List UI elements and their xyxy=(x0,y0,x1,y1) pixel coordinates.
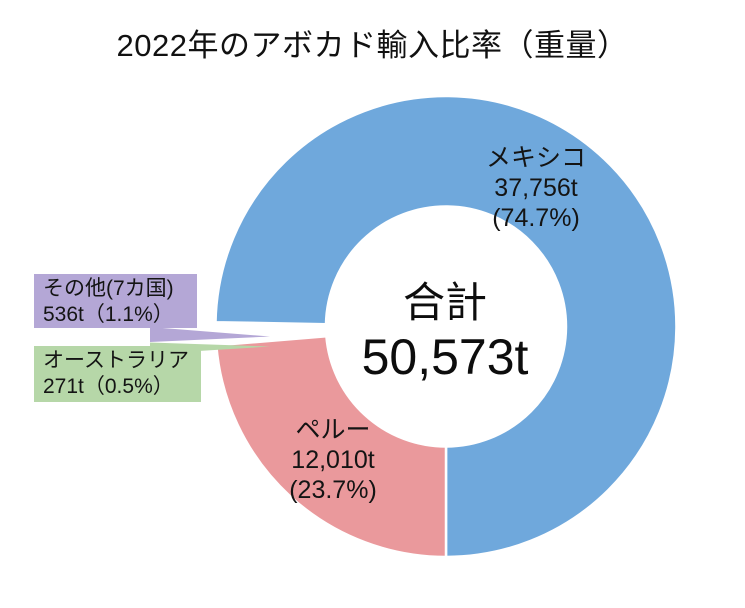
total-value: 50,573t xyxy=(361,329,529,385)
label-mexico-pct: (74.7%) xyxy=(492,204,580,232)
label-peru: ペルー 12,010t (23.7%) xyxy=(289,415,377,505)
slice-mexico xyxy=(214,94,678,559)
callout-australia: オーストラリア 271t（0.5%） xyxy=(34,346,201,402)
wedge-others xyxy=(150,327,270,342)
label-peru-pct: (23.7%) xyxy=(289,476,377,504)
slice-peru xyxy=(215,335,448,559)
callout-others-value: 536t（1.1%） xyxy=(43,303,174,326)
label-mexico-value: 37,756t xyxy=(494,174,578,202)
callout-others: その他(7カ国) 536t（1.1%） xyxy=(34,274,197,328)
label-mexico: メキシコ 37,756t (74.7%) xyxy=(486,143,586,233)
label-mexico-name: メキシコ xyxy=(485,144,587,172)
chart-title: 2022年のアボカド輸入比率（重量） xyxy=(116,28,629,63)
callout-australia-name: オーストラリア xyxy=(43,349,189,372)
label-peru-value: 12,010t xyxy=(291,446,375,474)
total-label: 合計 xyxy=(402,279,488,326)
callout-australia-value: 271t（0.5%） xyxy=(43,375,174,398)
total-callout: 合計 50,573t xyxy=(362,279,529,385)
callout-others-name: その他(7カ国) xyxy=(43,277,174,300)
label-peru-name: ペルー xyxy=(295,416,371,444)
